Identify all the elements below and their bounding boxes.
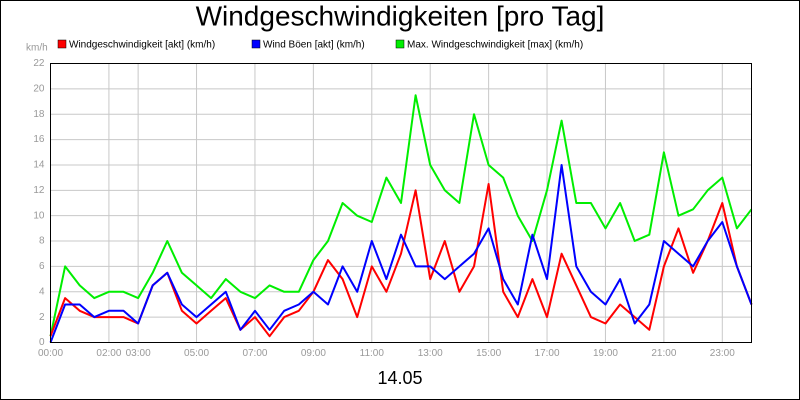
y-tick-label: 20	[33, 84, 45, 95]
series-line	[49, 164, 753, 343]
x-tick-label: 11:00	[360, 348, 385, 359]
x-tick-label: 13:00	[418, 348, 443, 359]
legend-swatch	[57, 39, 67, 49]
y-axis-label: km/h	[26, 43, 48, 54]
y-tick-label: 4	[39, 286, 45, 297]
legend-label: Max. Windgeschwindigkeit [max] (km/h)	[407, 40, 583, 51]
series-line	[49, 94, 753, 337]
y-tick-label: 22	[33, 58, 45, 69]
y-tick-label: 12	[33, 185, 45, 196]
y-tick-label: 2	[39, 312, 45, 323]
legend-swatch	[251, 39, 261, 49]
y-tick-label: 10	[33, 210, 45, 221]
x-axis-label: 14.05	[377, 368, 422, 388]
x-tick-label: 17:00	[535, 348, 560, 359]
x-tick-label: 00:00	[38, 348, 63, 359]
y-tick-label: 16	[33, 134, 45, 145]
x-tick-label: 05:00	[184, 348, 209, 359]
legend-swatch	[395, 39, 405, 49]
y-tick-label: 18	[33, 109, 45, 120]
legend-label: Wind Böen [akt] (km/h)	[263, 40, 365, 51]
legend-label: Windgeschwindigkeit [akt] (km/h)	[69, 40, 215, 51]
x-tick-label: 02:00	[96, 348, 121, 359]
plot-border	[50, 63, 752, 343]
y-tick-label: 0	[39, 337, 45, 348]
x-tick-label: 23:00	[710, 348, 735, 359]
x-tick-label: 19:00	[593, 348, 618, 359]
y-tick-label: 14	[33, 160, 45, 171]
chart-title: Windgeschwindigkeiten [pro Tag]	[196, 0, 605, 31]
x-tick-label: 21:00	[651, 348, 676, 359]
x-tick-label: 03:00	[126, 348, 151, 359]
y-tick-label: 6	[39, 261, 45, 272]
y-tick-label: 8	[39, 236, 45, 247]
x-tick-label: 15:00	[476, 348, 501, 359]
x-tick-label: 09:00	[301, 348, 326, 359]
x-tick-label: 07:00	[242, 348, 267, 359]
